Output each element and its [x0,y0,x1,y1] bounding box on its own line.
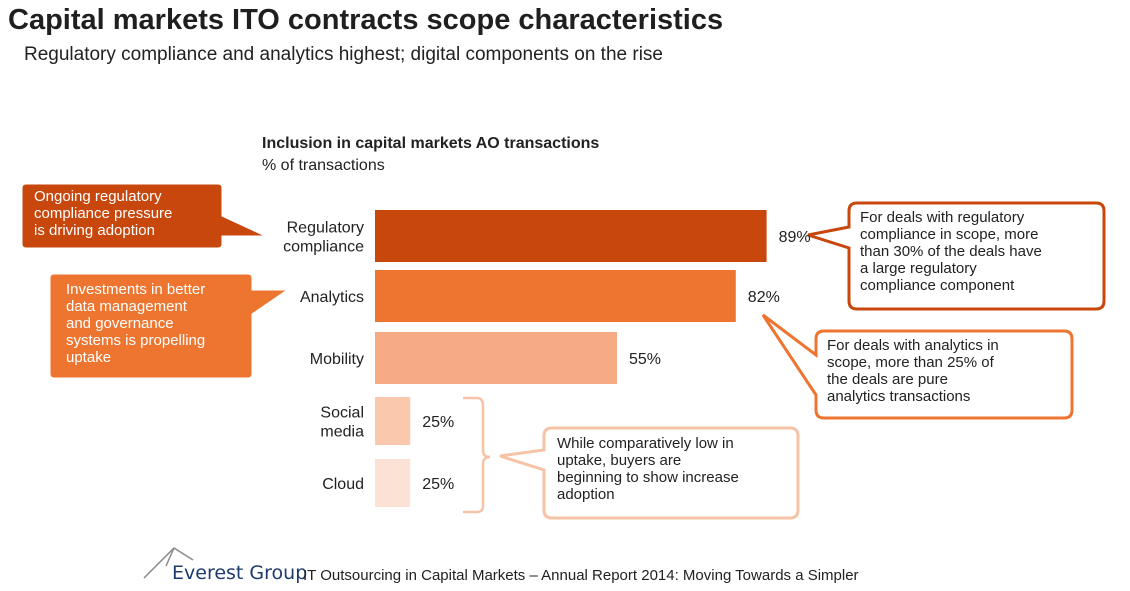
category-label: Regulatory [287,220,364,237]
value-label: 55% [629,351,661,368]
callout-line: compliance in scope, more [860,226,1039,243]
callout-line: the deals are pure [827,371,948,388]
chart-subtitle: % of transactions [262,157,385,174]
callout-line: While comparatively low in [557,435,734,452]
category-label: Cloud [322,476,364,493]
callout-regulatory-left-shape [21,183,266,249]
bars-group: 89% Regulatory compliance 82% Analytics 55% Mo… [283,210,811,507]
category-label: Analytics [300,289,364,306]
callout-regulatory-left: Ongoing regulatory compliance pressure i… [34,188,172,239]
callout-line: a large regulatory [860,260,977,277]
value-label: 89% [779,229,811,246]
page-title: Capital markets ITO contracts scope char… [8,4,724,36]
bar-cloud [375,459,411,507]
category-label: Social [320,405,364,422]
category-label: Mobility [310,351,364,368]
footer-source: IT Outsourcing in Capital Markets – Annu… [303,567,859,584]
value-label: 25% [422,414,454,431]
bar-analytics [375,270,736,322]
callout-line: data management [66,298,187,315]
callout-analytics-right-shape [761,313,1074,420]
callout-line: uptake, buyers are [557,452,682,469]
callout-line: uptake [66,349,112,366]
chart-title: Inclusion in capital markets AO transact… [262,135,600,152]
bracket [463,396,491,514]
callout-line: For deals with regulatory [860,209,1025,226]
footer-brand: Everest Group [172,562,308,584]
callout-analytics-left: Investments in better data management an… [66,281,205,366]
callout-line: beginning to show increase [557,469,739,486]
callout-regulatory-right: For deals with regulatory compliance in … [860,209,1042,294]
callout-digital-right: While comparatively low in uptake, buyer… [557,435,739,503]
value-label: 82% [748,289,780,306]
callout-line: than 30% of the deals have [860,243,1042,260]
callout-line: Ongoing regulatory [34,188,162,205]
callout-line: analytics transactions [827,388,971,405]
callout-line: For deals with analytics in [827,337,999,354]
page-subtitle: Regulatory compliance and analytics high… [24,44,663,65]
callout-analytics-right: For deals with analytics in scope, more … [827,337,999,405]
bar-mobility [375,332,617,384]
callout-line: Investments in better [66,281,206,298]
callout-line: and governance [66,315,174,332]
callout-line: scope, more than 25% of [827,354,994,371]
category-label: compliance [283,239,364,256]
value-label: 25% [422,476,454,493]
bar-regulatory-compliance [375,210,767,262]
callout-line: compliance pressure [34,205,173,222]
callout-analytics-left-shape [49,273,289,379]
category-label: media [320,424,364,441]
everest-logo-icon [143,547,194,579]
callout-regulatory-right-shape [807,201,1106,311]
callout-line: adoption [557,486,615,503]
callout-line: compliance component [860,277,1015,294]
callout-digital-right-shape [499,426,800,520]
bar-social-media [375,397,411,445]
callout-line: systems is propelling [66,332,206,349]
callout-line: is driving adoption [34,222,155,239]
